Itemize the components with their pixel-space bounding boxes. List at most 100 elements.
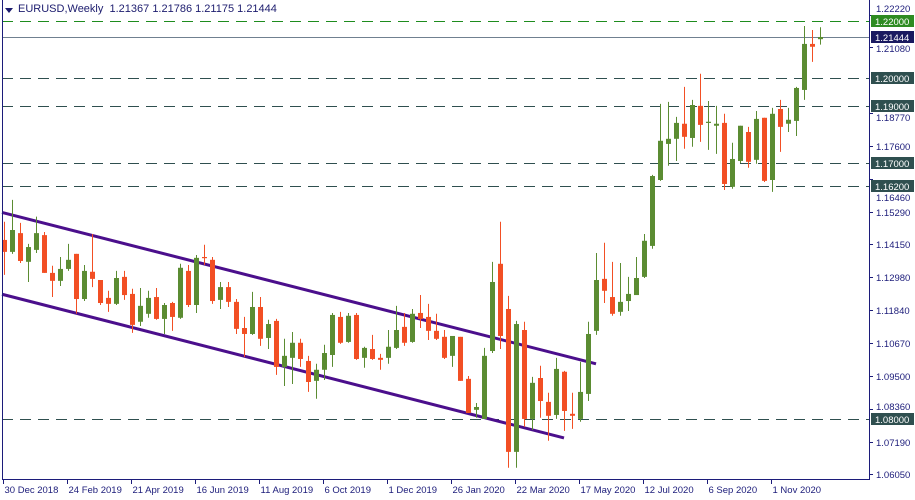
candle — [178, 263, 183, 319]
candle-body — [186, 270, 191, 305]
candle — [2, 221, 7, 275]
candle-body — [178, 267, 183, 318]
candle — [666, 101, 671, 166]
x-tick-label: 16 Jun 2019 — [197, 485, 249, 496]
candle-body — [306, 360, 311, 382]
level-price-label-bg — [871, 413, 914, 425]
horizontal-levels — [2, 21, 869, 420]
candle — [730, 142, 735, 189]
candle-body — [10, 230, 15, 252]
candle-body — [82, 270, 87, 300]
candle-body — [122, 276, 127, 296]
candle — [754, 110, 759, 164]
candle-body — [466, 378, 471, 413]
candle-body — [114, 278, 119, 304]
candle-body — [666, 138, 671, 144]
candle-body — [762, 117, 767, 181]
candle — [546, 392, 551, 441]
candle — [762, 117, 767, 182]
x-tick-label: 24 Feb 2019 — [69, 485, 122, 496]
candle-body — [586, 333, 591, 394]
candle — [450, 335, 455, 367]
candle — [266, 319, 271, 350]
candle — [698, 73, 703, 142]
candle-body — [706, 121, 711, 123]
candle — [618, 262, 623, 316]
candle — [810, 30, 815, 62]
candle-body — [810, 43, 815, 47]
candle-body — [74, 253, 79, 300]
y-tick-label: 1.10670 — [876, 339, 910, 350]
candle — [418, 295, 423, 329]
level-price-label: 1.19000 — [875, 102, 909, 113]
candle-body — [346, 315, 351, 342]
candle-body — [234, 301, 239, 329]
candle — [426, 303, 431, 340]
candle — [10, 199, 15, 254]
candle-body — [242, 328, 247, 334]
candle-body — [34, 233, 39, 250]
candle-body — [66, 259, 71, 269]
candle — [330, 312, 335, 367]
candle — [770, 107, 775, 192]
candle — [306, 355, 311, 392]
candle — [778, 99, 783, 152]
collapse-triangle-icon[interactable] — [5, 8, 13, 13]
candle — [130, 288, 135, 333]
candle-body — [818, 36, 823, 40]
candle — [786, 107, 791, 132]
candle — [346, 312, 351, 343]
candle — [154, 287, 159, 320]
level-price-label-bg — [871, 157, 914, 169]
candle-body — [42, 235, 47, 273]
candle-body — [282, 355, 287, 367]
candle-body — [698, 105, 703, 125]
candle — [794, 86, 799, 136]
candle — [66, 243, 71, 271]
candle-body — [274, 320, 279, 367]
candle-body — [370, 349, 375, 359]
y-tick-label: 1.09500 — [876, 372, 910, 383]
candle — [250, 291, 255, 335]
candle — [690, 99, 695, 147]
y-tick-label: 1.16460 — [876, 193, 910, 204]
candle-body — [226, 287, 231, 302]
x-tick-label: 21 Apr 2019 — [133, 485, 184, 496]
candle — [194, 255, 199, 313]
candle-body — [426, 316, 431, 331]
x-tick-label: 12 Jul 2020 — [645, 485, 694, 496]
candle-body — [650, 176, 655, 246]
y-tick-label: 1.12980 — [876, 273, 910, 284]
level-price-label: 1.20000 — [875, 74, 909, 85]
candle — [594, 253, 599, 335]
x-tick-label: 30 Dec 2018 — [5, 485, 59, 496]
candle-body — [170, 303, 175, 317]
candle-body — [754, 118, 759, 160]
candle-body — [802, 43, 807, 90]
candle — [466, 376, 471, 413]
level-price-label: 1.08000 — [875, 415, 909, 426]
candle — [234, 299, 239, 334]
y-tick-label: 1.07190 — [876, 438, 910, 449]
candle — [714, 105, 719, 154]
candle-body — [578, 391, 583, 419]
candle — [58, 256, 63, 286]
candle-body — [402, 326, 407, 343]
bid-price-label: 1.21444 — [875, 33, 909, 44]
candle — [378, 353, 383, 370]
candle-body — [218, 287, 223, 300]
x-tick-label: 22 Mar 2020 — [517, 485, 570, 496]
symbol-timeframe: EURUSD,Weekly — [18, 3, 104, 15]
level-price-label-bg — [871, 180, 914, 192]
y-tick-label: 1.08360 — [876, 402, 910, 413]
level-price-label: 1.22000 — [875, 17, 909, 28]
candle — [354, 312, 359, 360]
candle-body — [490, 281, 495, 352]
candle-body — [634, 278, 639, 296]
candle-body — [106, 297, 111, 304]
candle — [706, 101, 711, 150]
candle — [90, 233, 95, 288]
candle — [490, 261, 495, 354]
candle — [554, 357, 559, 419]
